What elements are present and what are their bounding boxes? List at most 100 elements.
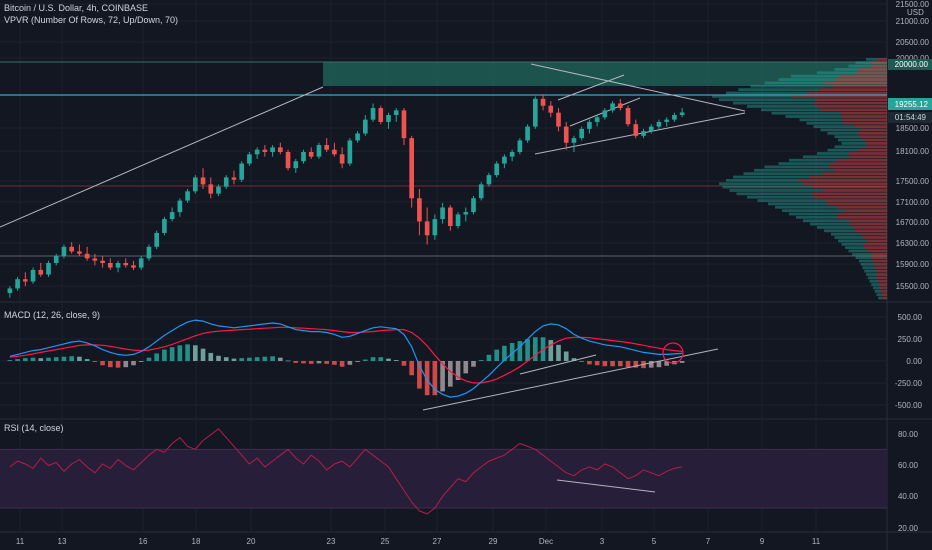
time-tick-label: 5 bbox=[652, 537, 657, 546]
candle-body bbox=[432, 219, 438, 236]
candle-body bbox=[540, 98, 546, 106]
time-tick-label: 3 bbox=[600, 537, 605, 546]
candle-body bbox=[146, 246, 152, 259]
candle-body bbox=[525, 126, 530, 141]
time-tick-label: 25 bbox=[381, 537, 390, 546]
candle-body bbox=[409, 138, 414, 199]
candle-body bbox=[254, 149, 260, 155]
macd-line bbox=[9, 319, 683, 398]
drawing-tools[interactable] bbox=[0, 61, 887, 257]
volume-profile-up-bar bbox=[867, 276, 877, 280]
volume-profile-up-bar bbox=[813, 125, 854, 128]
axes[interactable]: 21500.0021000.0020500.0020000.0018500.00… bbox=[16, 0, 932, 546]
volume-profile-up-bar bbox=[831, 232, 859, 236]
candle-body bbox=[262, 149, 268, 152]
macd-histogram-bar bbox=[424, 361, 430, 396]
time-tick-label: 9 bbox=[760, 537, 765, 546]
volume-profile-down-bar bbox=[813, 101, 887, 105]
macd-histogram-bar bbox=[525, 339, 530, 361]
volume-profile-up-bar bbox=[817, 226, 854, 229]
macd-histogram-bar bbox=[162, 349, 167, 361]
volume-profile-down-bar bbox=[823, 81, 887, 85]
candle-body bbox=[30, 269, 36, 282]
macd-histogram-bar bbox=[440, 361, 445, 392]
candle-body bbox=[92, 258, 98, 261]
candle-body bbox=[339, 154, 345, 164]
macd-legend[interactable]: MACD (12, 26, close, 9) bbox=[4, 310, 101, 320]
price-tick-label: 21000.00 bbox=[896, 17, 930, 26]
candle-body bbox=[648, 126, 654, 132]
countdown-value: 01:54:49 bbox=[895, 113, 927, 122]
volume-profile-down-bar bbox=[863, 236, 887, 239]
candle-body bbox=[455, 214, 461, 226]
candle-body bbox=[509, 152, 515, 157]
candle-body bbox=[177, 200, 183, 213]
volume-profile-up-bar bbox=[736, 192, 812, 196]
volume-profile-down-bar bbox=[817, 105, 887, 108]
macd-histogram-bar bbox=[633, 361, 639, 368]
volume-profile-up-bar bbox=[866, 58, 878, 61]
macd-histogram-bar bbox=[370, 357, 376, 361]
volume-profile bbox=[712, 58, 887, 300]
candle-body bbox=[200, 177, 206, 185]
volume-profile-down-bar bbox=[790, 94, 887, 98]
volume-profile-up-bar bbox=[855, 256, 872, 260]
candle-body bbox=[231, 177, 237, 180]
macd-histogram-bar bbox=[432, 361, 438, 396]
volume-profile-down-bar bbox=[833, 168, 887, 172]
macd-tick-label: 250.00 bbox=[898, 335, 923, 344]
volume-profile-up-bar bbox=[848, 64, 872, 68]
volume-profile-up-bar bbox=[862, 266, 875, 270]
macd-histogram-bar bbox=[509, 342, 515, 361]
rsi-band bbox=[0, 449, 887, 508]
volume-profile-up-bar bbox=[747, 105, 817, 108]
time-tick-label: 7 bbox=[706, 537, 711, 546]
candle-body bbox=[386, 115, 391, 122]
macd-histogram-bar bbox=[239, 358, 244, 361]
macd-histogram-bar bbox=[108, 361, 113, 368]
macd-tick-label: 0.00 bbox=[906, 357, 922, 366]
volume-profile-down-bar bbox=[854, 229, 887, 233]
rsi-legend[interactable]: RSI (14, close) bbox=[4, 423, 64, 433]
volume-profile-up-bar bbox=[726, 91, 807, 95]
volume-profile-down-bar bbox=[859, 135, 887, 139]
macd-histogram-bar bbox=[138, 361, 144, 362]
macd-histogram-bar bbox=[679, 361, 685, 363]
macd-histogram-bar bbox=[602, 361, 608, 367]
candle-body bbox=[672, 115, 677, 120]
volume-profile-up-bar bbox=[712, 94, 791, 98]
volume-profile-down-bar bbox=[860, 128, 887, 132]
volume-profile-up-bar bbox=[824, 229, 855, 233]
volume-profile-down-bar bbox=[857, 131, 887, 135]
triangle-lower-line bbox=[534, 112, 746, 155]
volume-profile-down-bar bbox=[810, 175, 887, 179]
candle-body bbox=[347, 140, 353, 164]
candle-body bbox=[587, 121, 592, 129]
candle-body bbox=[625, 108, 631, 125]
time-tick-label: 11 bbox=[812, 537, 821, 546]
volume-profile-up-bar bbox=[789, 158, 838, 162]
candle-body bbox=[602, 110, 608, 118]
macd-histogram-bar bbox=[200, 348, 206, 361]
volume-profile-down-bar bbox=[828, 165, 887, 169]
volume-profile-up-bar bbox=[757, 199, 825, 202]
volume-profile-down-bar bbox=[853, 125, 887, 128]
candle-body bbox=[301, 152, 306, 162]
level-value: 20000.00 bbox=[895, 60, 929, 69]
volume-profile-up-bar bbox=[838, 138, 864, 142]
candle-body bbox=[278, 147, 283, 152]
candle-body bbox=[7, 288, 13, 294]
candle-body bbox=[108, 263, 113, 268]
volume-profile-up-bar bbox=[827, 131, 858, 135]
macd-histogram-bar bbox=[23, 358, 28, 361]
rsi-line bbox=[9, 428, 683, 515]
volume-profile-up-bar bbox=[778, 162, 831, 165]
macd-histogram-bar bbox=[409, 361, 414, 376]
vpvr-legend[interactable]: VPVR (Number Of Rows, 72, Up/Down, 70) bbox=[4, 15, 179, 25]
symbol-legend[interactable]: Bitcoin / U.S. Dollar, 4h, COINBASE bbox=[4, 3, 149, 13]
volume-profile-up-bar bbox=[785, 115, 842, 118]
macd-tick-label: -500.00 bbox=[895, 401, 923, 410]
price-tick-label: 17500.00 bbox=[896, 177, 930, 186]
